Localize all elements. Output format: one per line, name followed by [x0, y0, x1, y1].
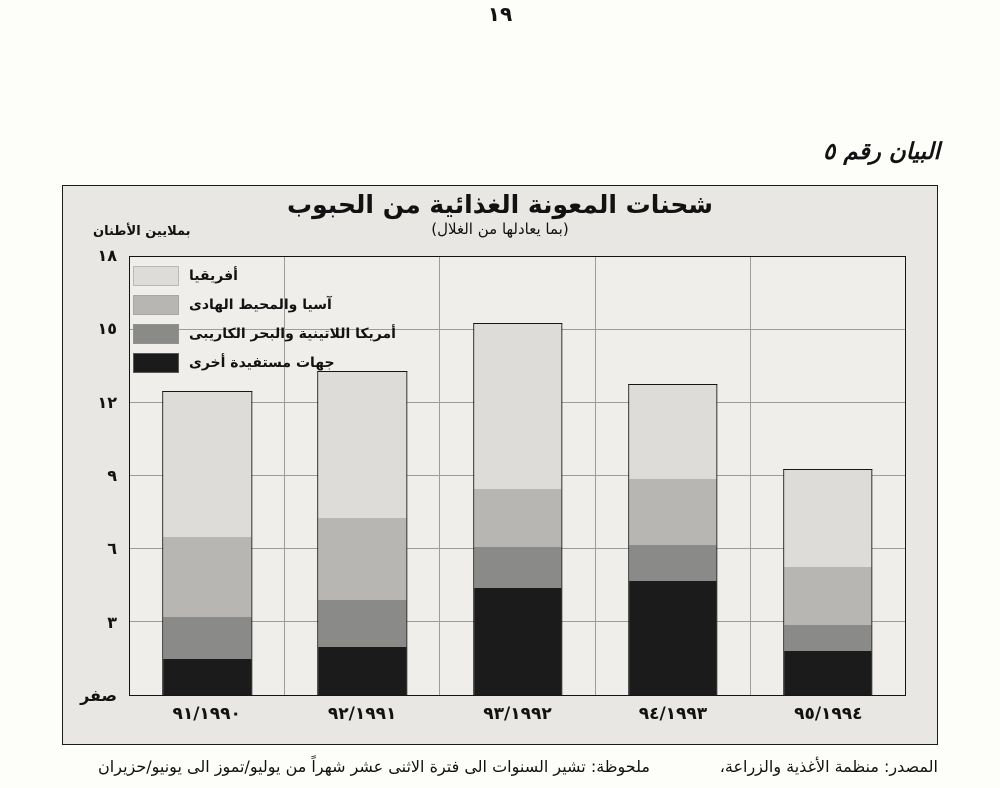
- legend-label: آسيا والمحيط الهادى: [189, 296, 332, 313]
- bar-segment: [628, 581, 717, 695]
- bar-column: [594, 257, 750, 695]
- plot-area: أفريقيا آسيا والمحيط الهادى أمريكا اللاتين…: [129, 256, 906, 696]
- x-axis: ٩١/١٩٩٠ ٩٢/١٩٩١ ٩٣/١٩٩٢ ٩٤/١٩٩٣ ٩٥/١٩٩٤: [129, 704, 906, 724]
- stacked-bar: [162, 390, 252, 695]
- legend-label: جهات مستفيدة أخرى: [189, 354, 335, 371]
- bar-segment: [784, 469, 872, 567]
- y-tick-label: ١٨: [97, 246, 117, 265]
- bar-segment: [163, 537, 251, 618]
- legend-item: أفريقيا: [133, 261, 396, 290]
- bar-segment: [784, 566, 872, 625]
- y-tick-label: ١٥: [97, 319, 117, 339]
- y-axis-unit-label: بملايين الأطنان: [93, 224, 191, 239]
- bar-column: [439, 257, 594, 695]
- bar-segment: [473, 546, 562, 589]
- page-number: ١٩: [487, 2, 513, 26]
- stacked-bar: [317, 371, 408, 695]
- stacked-bar: [472, 322, 563, 695]
- bar-segment: [318, 646, 407, 695]
- x-axis-label: ٩٢/١٩٩١: [327, 704, 397, 724]
- bar-columns: [130, 257, 905, 695]
- y-tick-label: ٩: [107, 466, 117, 485]
- bar-segment: [318, 600, 407, 647]
- bar-segment: [163, 617, 251, 659]
- chart-panel: شحنات المعونة الغذائية من الحبوب (بما يع…: [62, 185, 938, 745]
- bar-segment: [628, 384, 717, 480]
- legend: أفريقيا آسيا والمحيط الهادى أمريكا اللاتين…: [133, 261, 396, 377]
- legend-item: جهات مستفيدة أخرى: [133, 348, 396, 377]
- stacked-bar: [783, 468, 873, 695]
- y-tick-label: ٣: [107, 612, 117, 632]
- x-axis-label: ٩٤/١٩٩٣: [638, 704, 708, 724]
- stacked-bar: [627, 383, 718, 695]
- legend-swatch: [133, 294, 179, 315]
- y-tick-label: ٦: [107, 539, 117, 559]
- y-tick-label: صفر: [80, 686, 117, 705]
- legend-item: آسيا والمحيط الهادى: [133, 290, 396, 319]
- bar-column: [130, 257, 284, 695]
- legend-swatch: [133, 323, 179, 344]
- figure-caption: البيان رقم ٥: [823, 138, 940, 165]
- x-axis-label: ٩٥/١٩٩٤: [794, 704, 863, 724]
- footnote-note: ملحوظة: تشير السنوات الى فترة الاثنى عشر…: [98, 757, 650, 776]
- bar-segment: [473, 488, 562, 547]
- chart-subtitle: (بما يعادلها من الغلال): [431, 220, 569, 238]
- bar-segment: [628, 479, 717, 545]
- bar-segment: [784, 624, 872, 652]
- bar-segment: [318, 372, 407, 518]
- bar-column: [284, 257, 439, 695]
- bar-segment: [473, 588, 562, 695]
- bar-segment: [784, 651, 872, 695]
- bar-segment: [163, 658, 251, 695]
- bar-column: [749, 257, 905, 695]
- bar-segment: [318, 517, 407, 601]
- legend-swatch: [133, 352, 179, 373]
- x-axis-label: ٩١/١٩٩٠: [172, 704, 241, 724]
- bar-segment: [163, 391, 251, 538]
- legend-swatch: [133, 265, 179, 286]
- y-tick-label: ١٢: [97, 392, 117, 412]
- footnote-source: المصدر: منظمة الأغذية والزراعة،: [719, 757, 938, 776]
- legend-item: أمريكا اللاتينية والبحر الكاريبى: [133, 319, 396, 348]
- chart-title: شحنات المعونة الغذائية من الحبوب: [287, 190, 713, 219]
- legend-label: أمريكا اللاتينية والبحر الكاريبى: [189, 325, 396, 342]
- bar-segment: [628, 544, 717, 582]
- y-axis: ١٨ ١٥ ١٢ ٩ ٦ ٣ صفر: [63, 248, 123, 704]
- bar-segment: [473, 323, 562, 489]
- x-axis-label: ٩٣/١٩٩٢: [483, 704, 552, 724]
- legend-label: أفريقيا: [189, 267, 238, 284]
